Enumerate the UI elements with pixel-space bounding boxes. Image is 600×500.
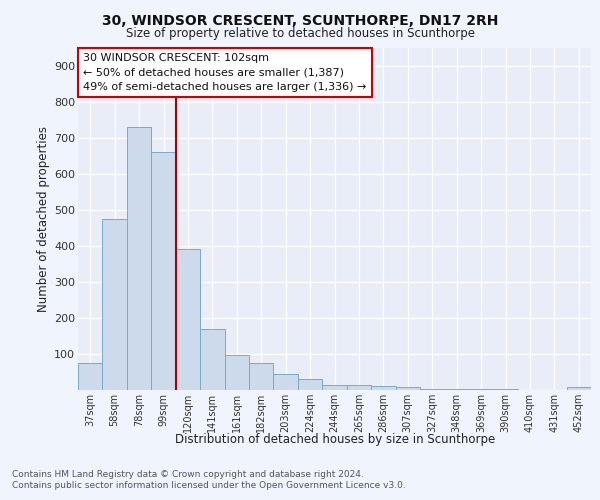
Bar <box>371 386 395 390</box>
Text: Distribution of detached houses by size in Scunthorpe: Distribution of detached houses by size … <box>175 432 495 446</box>
Text: Size of property relative to detached houses in Scunthorpe: Size of property relative to detached ho… <box>125 28 475 40</box>
Bar <box>445 388 469 390</box>
Text: Contains public sector information licensed under the Open Government Licence v3: Contains public sector information licen… <box>12 481 406 490</box>
Text: 30 WINDSOR CRESCENT: 102sqm
← 50% of detached houses are smaller (1,387)
49% of : 30 WINDSOR CRESCENT: 102sqm ← 50% of det… <box>83 52 367 92</box>
Bar <box>469 389 493 390</box>
Bar <box>103 219 127 390</box>
Bar <box>127 127 151 390</box>
Bar <box>176 250 200 390</box>
Bar <box>420 388 445 390</box>
Bar <box>298 379 322 390</box>
Bar <box>151 152 176 390</box>
Bar <box>274 374 298 390</box>
Bar <box>395 388 420 390</box>
Y-axis label: Number of detached properties: Number of detached properties <box>37 126 50 312</box>
Bar <box>566 387 591 390</box>
Bar <box>347 386 371 390</box>
Bar <box>200 328 224 390</box>
Bar <box>322 384 347 390</box>
Text: 30, WINDSOR CRESCENT, SCUNTHORPE, DN17 2RH: 30, WINDSOR CRESCENT, SCUNTHORPE, DN17 2… <box>102 14 498 28</box>
Bar <box>249 363 274 390</box>
Bar <box>78 363 103 390</box>
Bar <box>224 354 249 390</box>
Text: Contains HM Land Registry data © Crown copyright and database right 2024.: Contains HM Land Registry data © Crown c… <box>12 470 364 479</box>
